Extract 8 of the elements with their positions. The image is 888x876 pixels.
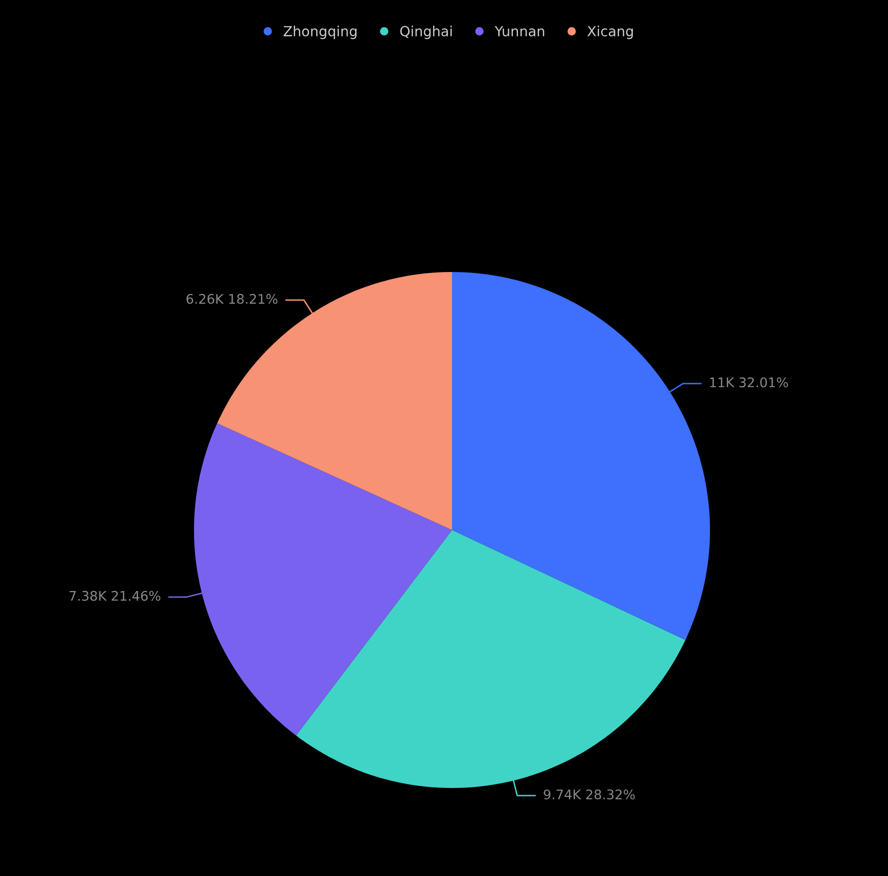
data-label: 6.26K 18.21% (186, 294, 278, 304)
legend-label: Qinghai (400, 26, 452, 40)
legend-label: Yunnan (494, 26, 544, 36)
legend-label: Zhongqing (284, 26, 357, 40)
data-label: 9.74K 28.32% (544, 789, 635, 800)
data-label: 7.38K 21.46% (70, 590, 160, 601)
legend-label: Xicang (587, 26, 633, 40)
data-label: 11K 32.01% (710, 377, 788, 388)
